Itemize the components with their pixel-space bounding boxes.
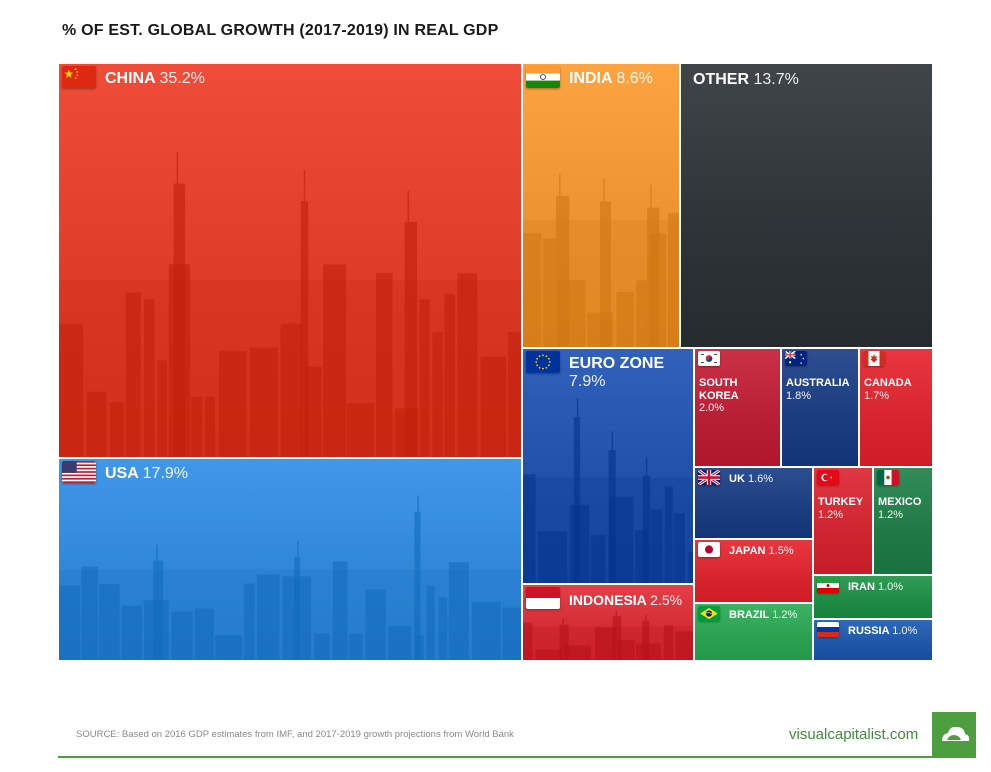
- tile-value: 7.9%: [569, 373, 606, 391]
- tile-name: CHINA: [105, 70, 156, 87]
- tile-name: BRAZIL: [729, 609, 770, 621]
- treemap-label-indonesia: INDONESIA 2.5%: [569, 592, 682, 608]
- tile-value: 2.0%: [699, 402, 725, 415]
- treemap-label-australia: AUSTRALIA 1.8%: [786, 377, 850, 402]
- tile-value: 1.2%: [772, 609, 798, 621]
- treemap-tile-euro-zone: EURO ZONE 7.9%: [523, 349, 693, 583]
- korea-flag-icon: [698, 351, 720, 366]
- tile-value: 8.6%: [616, 70, 653, 87]
- source-note: SOURCE: Based on 2016 GDP estimates from…: [76, 729, 514, 740]
- tile-name: USA: [105, 465, 139, 482]
- treemap-label-india: INDIA 8.6%: [569, 70, 653, 88]
- tile-value: 13.7%: [753, 71, 799, 88]
- treemap-tile-japan: JAPAN 1.5%: [695, 540, 812, 602]
- tile-value: 1.0%: [892, 625, 918, 637]
- treemap-label-china: CHINA 35.2%: [105, 70, 205, 88]
- treemap-label-south-korea: SOUTH KOREA 2.0%: [699, 377, 739, 415]
- treemap-tile-turkey: TURKEY 1.2%: [814, 468, 872, 574]
- turkey-flag-icon: [817, 470, 839, 485]
- treemap-label-other: OTHER 13.7%: [693, 71, 799, 89]
- tile-value: 1.5%: [768, 545, 794, 557]
- tile-value: 1.6%: [747, 473, 774, 485]
- iran-flag-icon: [817, 578, 839, 593]
- tile-name: TURKEY: [818, 496, 864, 508]
- tile-name: SOUTH: [699, 377, 738, 389]
- treemap-tile-russia: RUSSIA 1.0%: [814, 620, 932, 660]
- tile-name: KOREA: [699, 389, 739, 402]
- tile-value: 1.2%: [878, 508, 904, 521]
- treemap-tile-india: INDIA 8.6%: [523, 64, 679, 347]
- usa-flag-icon: [62, 461, 96, 483]
- uk-flag-icon: [698, 470, 720, 485]
- japan-flag-icon: [698, 542, 720, 557]
- tile-name: INDONESIA: [569, 592, 647, 608]
- tile-name: OTHER: [693, 71, 749, 88]
- china-flag-icon: [62, 66, 96, 88]
- tile-name: INDIA: [569, 70, 612, 87]
- tile-value: 2.5%: [650, 592, 683, 608]
- tile-name: UK: [729, 473, 745, 485]
- treemap-label-iran: IRAN 1.0%: [848, 581, 903, 594]
- tile-name: JAPAN: [729, 545, 766, 557]
- tile-value: 17.9%: [142, 465, 189, 482]
- treemap-label-russia: RUSSIA 1.0%: [848, 625, 917, 638]
- treemap-tile-usa: USA 17.9%: [59, 459, 521, 660]
- treemap-tile-iran: IRAN 1.0%: [814, 576, 932, 618]
- russia-flag-icon: [817, 622, 839, 637]
- tile-value: 1.2%: [818, 508, 844, 521]
- treemap-tile-other: OTHER 13.7%: [681, 64, 932, 347]
- brand-link[interactable]: visualcapitalist.com: [789, 726, 919, 743]
- tile-value: 1.7%: [864, 389, 890, 402]
- indonesia-flag-icon: [526, 587, 560, 609]
- india-flag-icon: [526, 66, 560, 88]
- treemap-label-turkey: TURKEY 1.2%: [818, 496, 863, 521]
- canada-flag-icon: [863, 351, 885, 366]
- tile-name: CANADA: [864, 377, 912, 389]
- treemap-tile-canada: CANADA 1.7%: [860, 349, 932, 466]
- treemap-label-usa: USA 17.9%: [105, 465, 188, 483]
- treemap-tile-australia: AUSTRALIA 1.8%: [782, 349, 858, 466]
- treemap-tile-mexico: MEXICO 1.2%: [874, 468, 932, 574]
- treemap-label-uk: UK 1.6%: [729, 473, 773, 486]
- treemap-tile-uk: UK 1.6%: [695, 468, 812, 538]
- treemap-tile-brazil: BRAZIL 1.2%: [695, 604, 812, 660]
- tile-value: 1.8%: [786, 389, 812, 402]
- tile-value: 1.0%: [877, 581, 904, 593]
- treemap-label-mexico: MEXICO 1.2%: [878, 496, 921, 521]
- treemap-label-brazil: BRAZIL 1.2%: [729, 609, 797, 622]
- tile-name: EURO ZONE: [569, 355, 665, 372]
- footer-divider: [58, 756, 976, 758]
- treemap-tile-china: CHINA 35.2%: [59, 64, 521, 457]
- australia-flag-icon: [785, 351, 807, 366]
- treemap-label-canada: CANADA 1.7%: [864, 377, 912, 402]
- treemap-tile-indonesia: INDONESIA 2.5%: [523, 585, 693, 660]
- mexico-flag-icon: [877, 470, 899, 485]
- treemap-label-euro-zone: EURO ZONE 7.9%: [569, 355, 664, 392]
- tile-name: RUSSIA: [848, 625, 890, 637]
- chart-title: % OF EST. GLOBAL GROWTH (2017-2019) IN R…: [62, 22, 499, 39]
- tile-name: IRAN: [848, 581, 875, 593]
- tile-name: MEXICO: [878, 496, 922, 508]
- tile-name: AUSTRALIA: [786, 377, 850, 389]
- brazil-flag-icon: [698, 606, 720, 621]
- treemap-label-japan: JAPAN 1.5%: [729, 545, 794, 558]
- brand-logo-icon: [932, 712, 976, 756]
- eu-flag-icon: [526, 351, 560, 373]
- tile-value: 35.2%: [159, 70, 205, 87]
- treemap-tile-south-korea: SOUTH KOREA 2.0%: [695, 349, 780, 466]
